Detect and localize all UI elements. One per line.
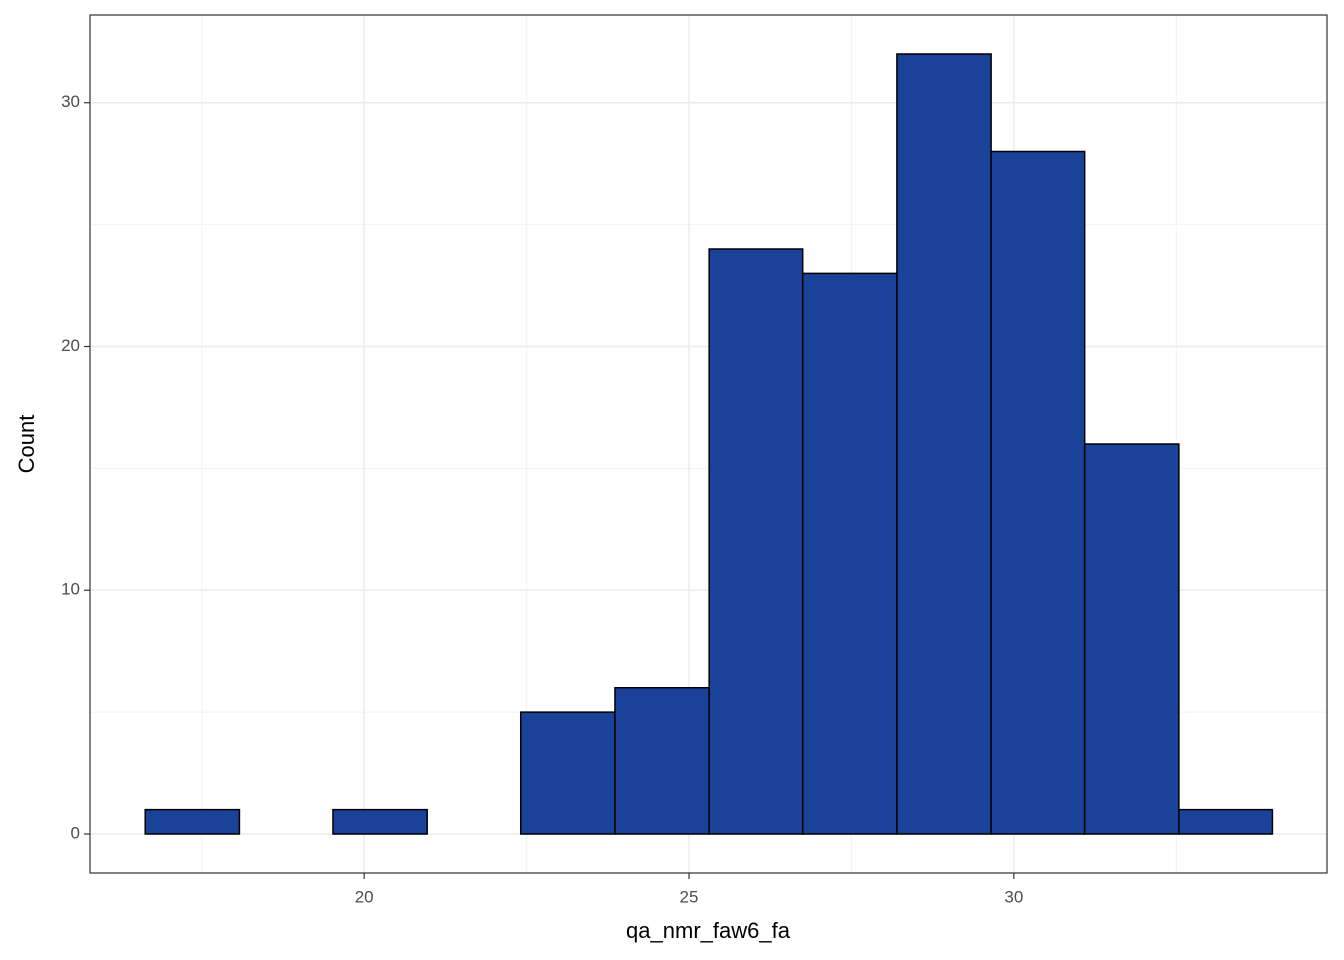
y-tick-label: 20 [61, 336, 80, 355]
y-axis-title: Count [14, 415, 39, 474]
bar [614, 687, 710, 835]
panel-border [89, 14, 1328, 874]
x-axis-title: qa_nmr_faw6_fa [626, 918, 791, 943]
bar [1083, 443, 1180, 835]
y-tick-label: 0 [71, 823, 80, 842]
y-tick-label: 10 [61, 580, 80, 599]
x-tick-label: 30 [1004, 887, 1023, 906]
x-tick-label: 20 [355, 887, 374, 906]
bar [519, 711, 616, 835]
y-tick-label: 30 [61, 92, 80, 111]
bar [708, 248, 804, 835]
x-tick-label: 25 [680, 887, 699, 906]
bar [332, 808, 428, 835]
bar [896, 53, 992, 835]
bar [1178, 808, 1274, 835]
bar [990, 150, 1086, 835]
bar [144, 808, 241, 835]
bar [801, 272, 898, 835]
